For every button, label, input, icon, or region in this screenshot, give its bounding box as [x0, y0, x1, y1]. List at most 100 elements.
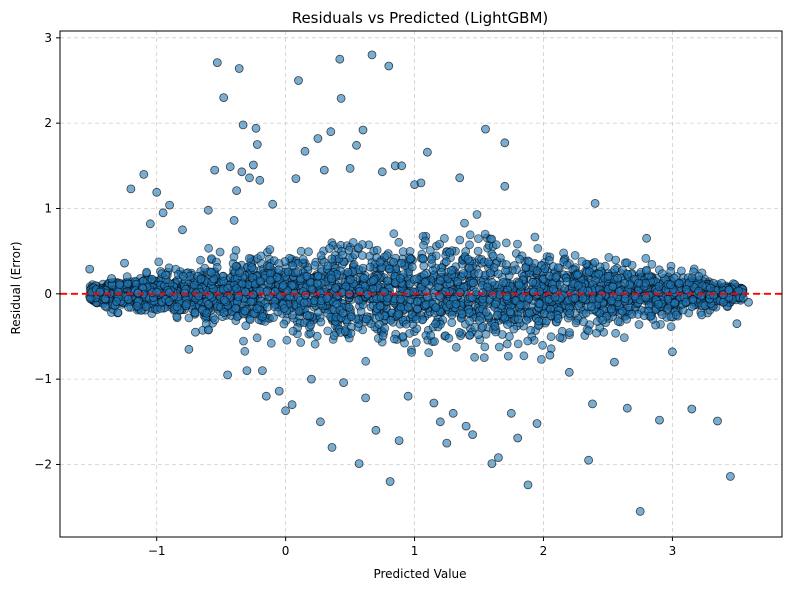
- scatter-point: [642, 233, 651, 243]
- scatter-point: [426, 330, 436, 340]
- scatter-point: [635, 506, 645, 516]
- scatter-point: [502, 339, 512, 349]
- scatter-point: [419, 240, 428, 250]
- scatter-point: [411, 338, 421, 347]
- y-tick-label: 3: [44, 31, 52, 45]
- scatter-point: [268, 199, 278, 209]
- scatter-point: [172, 302, 182, 312]
- scatter-point: [310, 260, 320, 270]
- scatter-point: [113, 308, 123, 318]
- scatter-point: [335, 54, 345, 64]
- scatter-point: [534, 316, 544, 326]
- x-axis-label: Predicted Value: [373, 567, 466, 581]
- scatter-point: [540, 264, 550, 274]
- scatter-point: [465, 240, 474, 250]
- scatter-point: [523, 336, 533, 346]
- scatter-point: [338, 250, 348, 260]
- scatter-point: [120, 258, 129, 268]
- scatter-point: [145, 219, 155, 229]
- scatter-point: [294, 76, 303, 85]
- scatter-point: [158, 208, 168, 218]
- scatter-point: [535, 299, 545, 309]
- scatter-point: [666, 266, 676, 276]
- scatter-point: [395, 273, 405, 283]
- scatter-point: [374, 312, 384, 322]
- scatter-point: [524, 294, 534, 304]
- scatter-point: [202, 308, 212, 318]
- scatter-point: [724, 285, 734, 295]
- scatter-point: [348, 237, 358, 247]
- scatter-point: [204, 243, 214, 253]
- scatter-point: [613, 316, 623, 326]
- scatter-point: [420, 278, 430, 287]
- scatter-point: [354, 295, 364, 305]
- scatter-point: [315, 417, 325, 427]
- scatter-point: [164, 296, 174, 306]
- scatter-point: [196, 274, 206, 284]
- scatter-point: [350, 250, 360, 260]
- scatter-point: [354, 243, 363, 253]
- scatter-point: [579, 317, 588, 327]
- scatter-point: [190, 308, 200, 318]
- scatter-point: [139, 169, 149, 179]
- scatter-point: [495, 253, 505, 263]
- scatter-point: [306, 374, 316, 384]
- scatter-point: [257, 366, 267, 376]
- scatter-point: [215, 247, 225, 257]
- scatter-point: [590, 198, 600, 208]
- y-tick-label: −1: [34, 372, 52, 386]
- scatter-point: [365, 262, 375, 272]
- scatter-point: [402, 288, 412, 298]
- scatter-point: [234, 64, 244, 73]
- scatter-point: [562, 260, 572, 270]
- scatter-point: [164, 288, 174, 298]
- scatter-point: [608, 282, 618, 292]
- scatter-point: [298, 254, 308, 264]
- scatter-point: [474, 315, 484, 325]
- scatter-point: [427, 254, 437, 264]
- scatter-point: [474, 268, 484, 278]
- scatter-point: [505, 307, 515, 317]
- scatter-point: [744, 297, 753, 307]
- scatter-point: [205, 291, 214, 300]
- scatter-point: [346, 312, 356, 322]
- scatter-point: [291, 174, 301, 184]
- scatter-point: [533, 243, 543, 253]
- scatter-point: [574, 301, 584, 311]
- scatter-point: [473, 234, 483, 244]
- scatter-point: [327, 442, 337, 452]
- scatter-point: [460, 218, 469, 228]
- scatter-point: [394, 237, 404, 247]
- scatter-point: [573, 270, 582, 280]
- scatter-point: [418, 254, 428, 263]
- scatter-point: [442, 438, 452, 448]
- scatter-point: [506, 408, 516, 418]
- scatter-point: [642, 265, 651, 275]
- scatter-point: [446, 265, 456, 275]
- scatter-point: [354, 459, 364, 469]
- scatter-point: [152, 287, 162, 297]
- scatter-point: [470, 322, 480, 332]
- y-axis-label: Residual (Error): [9, 241, 23, 334]
- scatter-point: [646, 311, 656, 321]
- scatter-point: [361, 314, 371, 324]
- scatter-point: [240, 346, 250, 356]
- scatter-point: [598, 315, 608, 325]
- scatter-point: [448, 408, 458, 418]
- scatter-point: [378, 331, 388, 341]
- scatter-point: [241, 321, 251, 331]
- scatter-point: [302, 311, 312, 320]
- scatter-point: [329, 331, 339, 341]
- scatter-point: [239, 336, 248, 346]
- scatter-point: [369, 275, 378, 285]
- scatter-point: [485, 268, 495, 278]
- scatter-point: [316, 251, 326, 260]
- scatter-point: [375, 301, 385, 311]
- scatter-point: [252, 333, 262, 343]
- scatter-point: [299, 298, 309, 308]
- scatter-point: [634, 320, 644, 329]
- x-axis-ticks: −1 0 1 2 3: [148, 537, 676, 558]
- scatter-point: [594, 294, 604, 303]
- scatter-point: [481, 307, 491, 317]
